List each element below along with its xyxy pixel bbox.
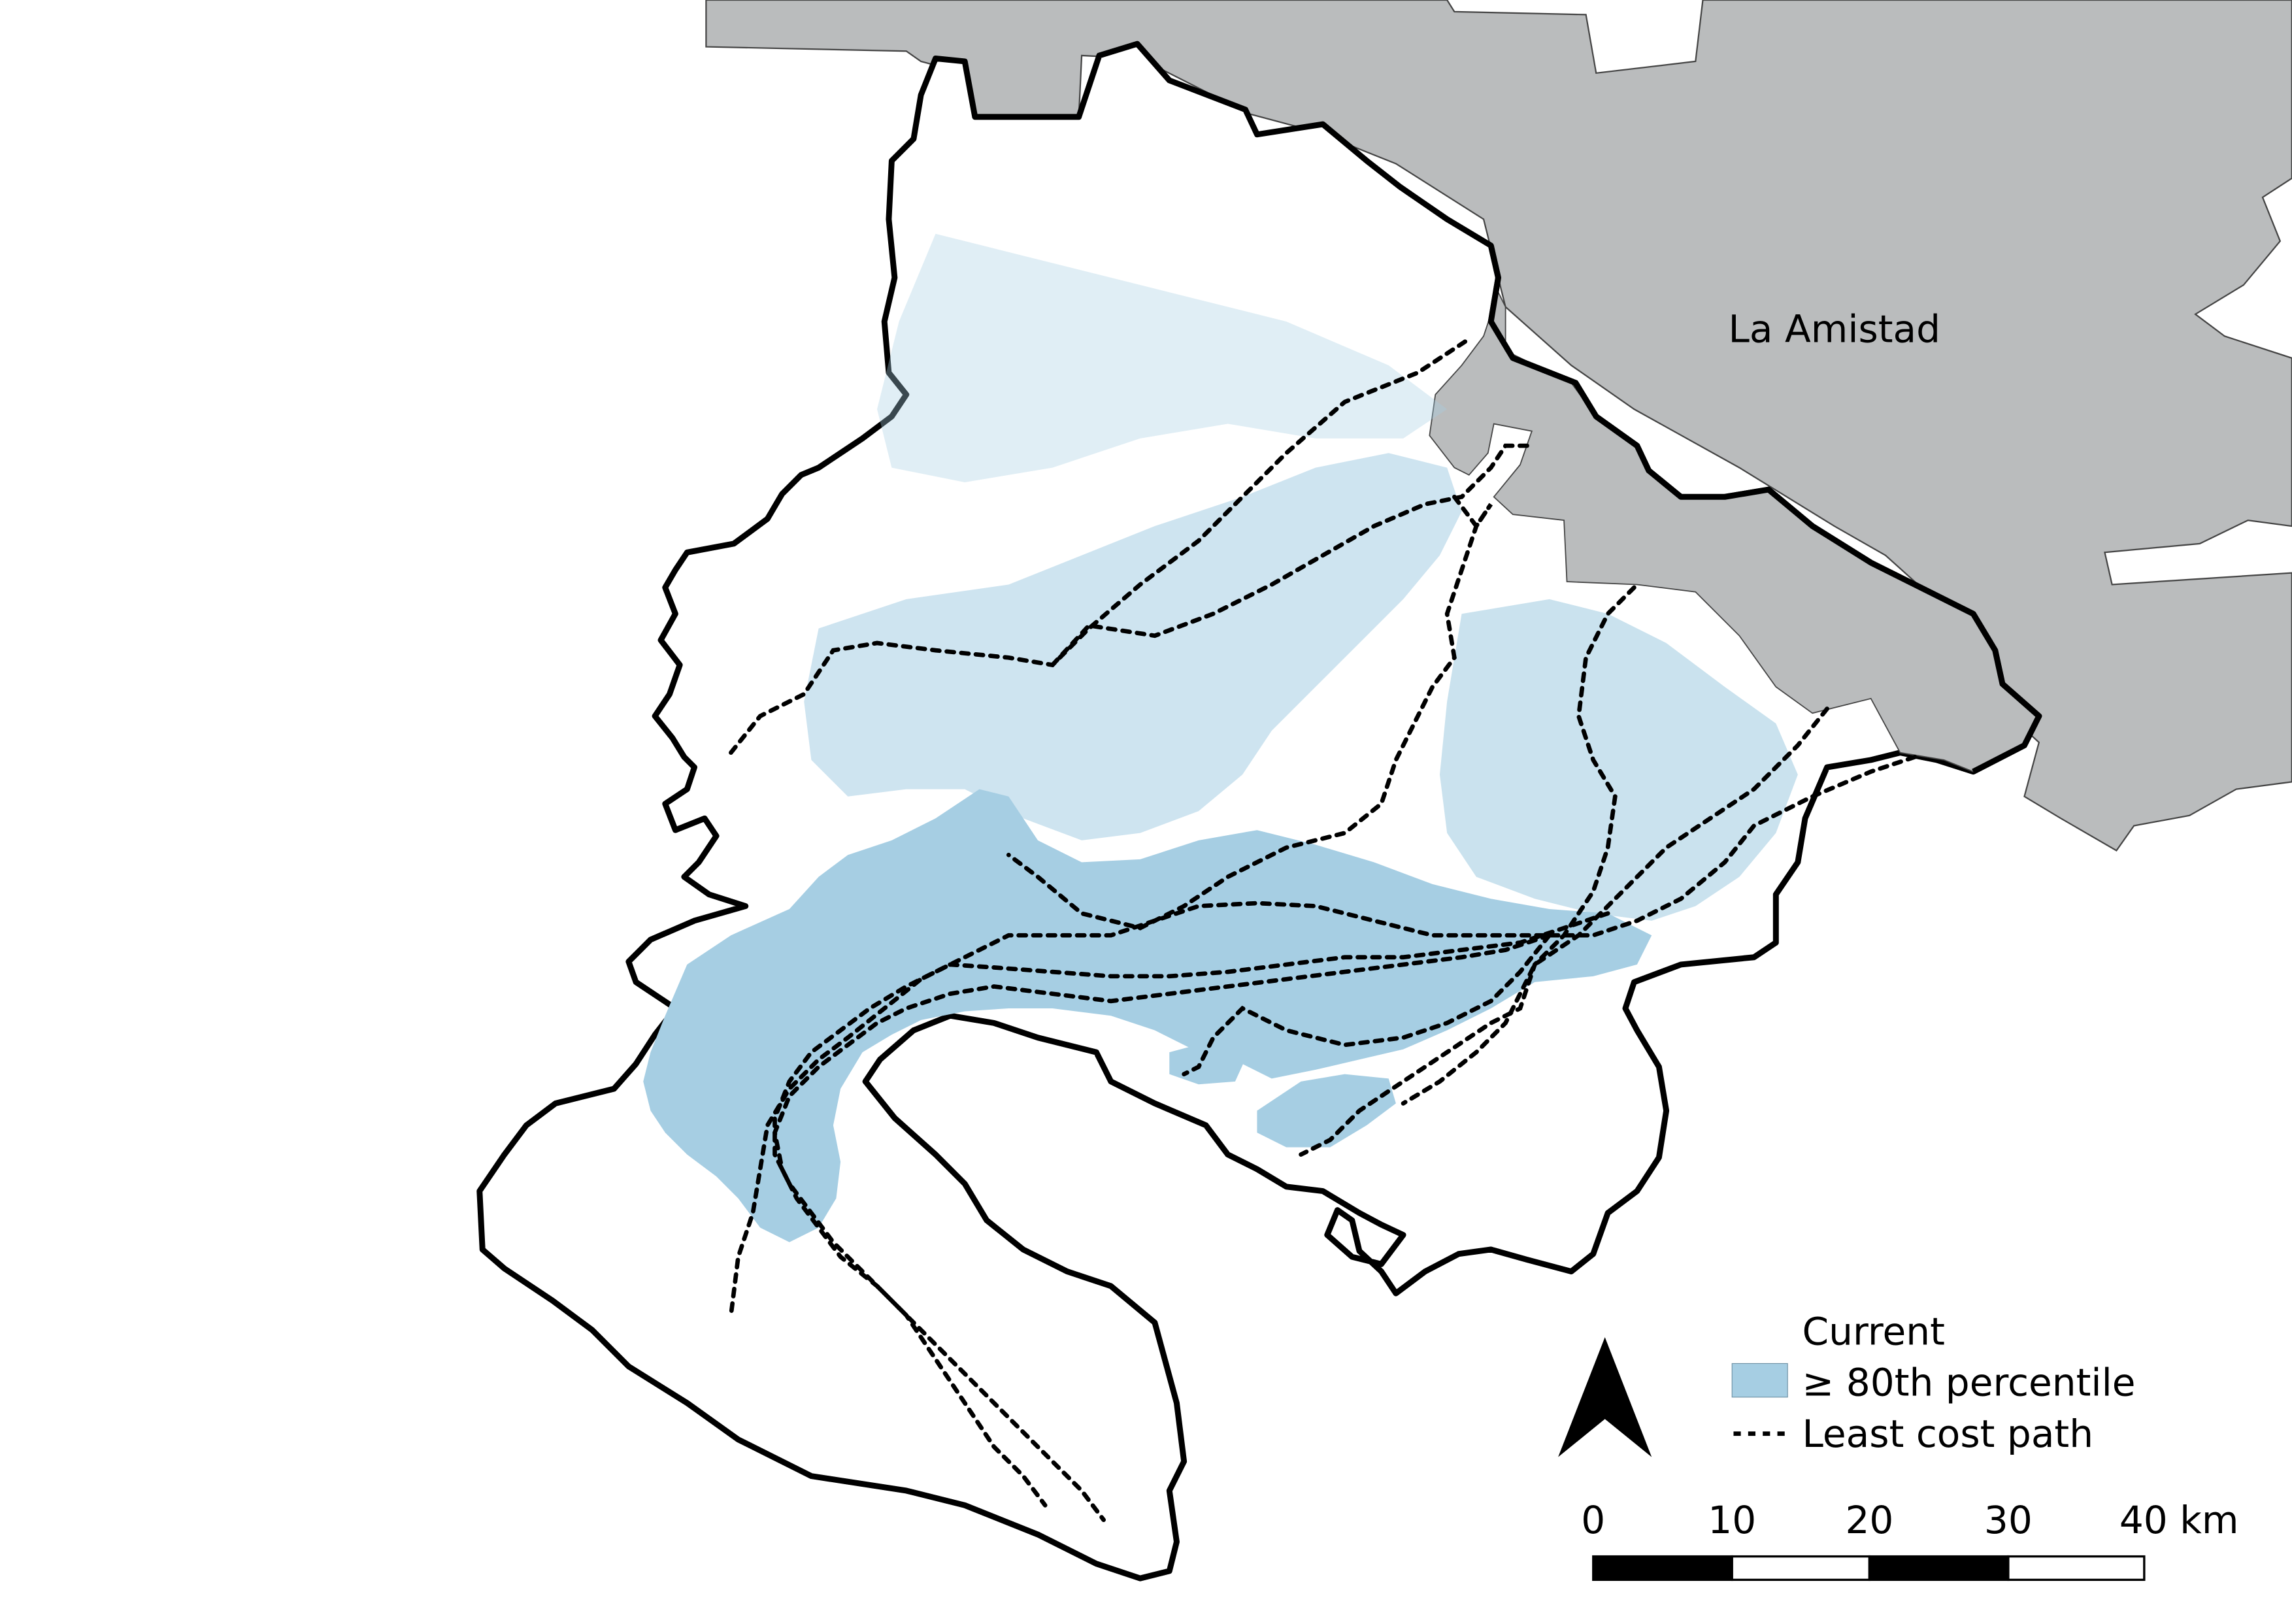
current-patch-east [1439, 599, 1798, 921]
current-patch-south [1257, 1074, 1396, 1148]
least-cost-path [1006, 494, 1493, 931]
scale-bar-segment-2 [1731, 1555, 1871, 1582]
scale-bar-tick-label: 40 km [2119, 1498, 2239, 1542]
least-cost-path [772, 911, 1610, 1523]
current-80th-percentile-layer [643, 233, 1798, 1242]
legend: Current ≥ 80th percentile Least cost pat… [1731, 1309, 2136, 1456]
scale-bar-tick-label: 0 [1581, 1498, 1605, 1542]
protected-area-polygon [705, 0, 2292, 852]
current-patch-north [877, 233, 1448, 482]
protected-area-overlay [1429, 244, 2042, 774]
legend-swatch-current [1731, 1363, 1788, 1398]
region-label: La Amistad [1728, 307, 1940, 351]
legend-title: Current [1802, 1309, 1945, 1353]
scale-bar-tick-label: 30 [1984, 1498, 2033, 1542]
current-patch-main [643, 789, 1652, 1242]
north-arrow-shape [1558, 1337, 1652, 1457]
least-cost-paths-layer [729, 337, 1918, 1523]
study-area-boundary-redraw [1487, 244, 2042, 774]
scale-bar-segment-4 [2007, 1555, 2146, 1582]
current-patch-sw [1169, 1040, 1250, 1085]
scale-bar-tick-label: 20 [1845, 1498, 1893, 1542]
legend-label-current: ≥ 80th percentile [1802, 1361, 2136, 1405]
current-patch-upper [804, 453, 1462, 840]
protected-area-layer [705, 0, 2292, 852]
legend-label-path: Least cost path [1802, 1412, 2094, 1456]
least-cost-path [1050, 443, 1530, 667]
least-cost-path [1182, 933, 1552, 1076]
least-cost-path [1401, 706, 1829, 1106]
scale-bar-segment-3 [1868, 1555, 2010, 1582]
scale-bar: 0 10 20 30 40 km [1581, 1498, 2239, 1582]
north-arrow-icon [1558, 1337, 1652, 1457]
scale-bar-tick-label: 10 [1708, 1498, 1756, 1542]
scale-bar-segment-1 [1592, 1555, 1733, 1582]
least-cost-path [729, 337, 1472, 755]
least-cost-path [772, 933, 1552, 1508]
